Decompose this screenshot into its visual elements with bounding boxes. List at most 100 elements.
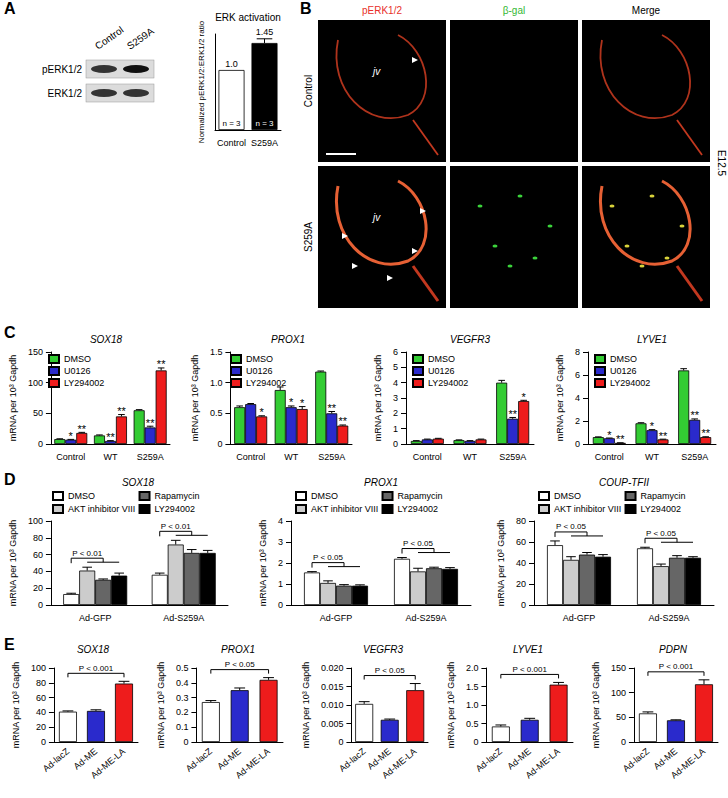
svg-text:20: 20 (33, 583, 43, 593)
svg-text:DMSO: DMSO (428, 354, 455, 364)
svg-text:P < 0.05: P < 0.05 (556, 522, 586, 531)
svg-text:0: 0 (473, 737, 478, 747)
svg-text:Ad-lacZ: Ad-lacZ (621, 746, 652, 774)
svg-text:1: 1 (278, 579, 283, 589)
svg-text:20: 20 (516, 579, 526, 589)
svg-text:40: 40 (36, 707, 46, 717)
svg-text:E12.5: E12.5 (716, 150, 727, 177)
svg-text:P < 0.01: P < 0.01 (72, 549, 102, 558)
svg-text:β-gal: β-gal (503, 5, 525, 16)
svg-text:LY294002: LY294002 (155, 504, 195, 514)
svg-text:Control: Control (217, 138, 246, 148)
svg-text:4: 4 (575, 393, 580, 403)
svg-text:LY294002: LY294002 (610, 378, 650, 388)
svg-text:**: ** (146, 417, 155, 429)
svg-text:**: ** (157, 358, 166, 370)
svg-text:50: 50 (616, 712, 626, 722)
svg-text:**: ** (327, 402, 336, 414)
svg-text:U0126: U0126 (246, 366, 273, 376)
svg-text:P < 0.001: P < 0.001 (79, 664, 114, 673)
svg-text:mRNA per 10³ Gapdh: mRNA per 10³ Gapdh (446, 662, 456, 749)
svg-text:80: 80 (36, 678, 46, 688)
svg-text:8: 8 (575, 347, 580, 357)
svg-text:*: * (522, 391, 527, 403)
svg-text:80: 80 (516, 516, 526, 526)
svg-text:SOX18: SOX18 (90, 334, 123, 345)
svg-text:mRNA per 10³ Gapdh: mRNA per 10³ Gapdh (373, 355, 383, 442)
svg-text:jv: jv (371, 212, 381, 223)
svg-text:DMSO: DMSO (311, 491, 338, 501)
svg-text:Ad-S259A: Ad-S259A (405, 613, 446, 623)
svg-text:6: 6 (393, 347, 398, 357)
svg-text:Ad-ME-LA: Ad-ME-LA (234, 746, 272, 780)
svg-text:**: ** (659, 430, 668, 442)
svg-text:AKT inhibitor VIII: AKT inhibitor VIII (554, 504, 621, 514)
svg-text:Ad-GFP: Ad-GFP (79, 613, 112, 623)
svg-text:Rapamycin: Rapamycin (398, 491, 443, 501)
svg-text:**: ** (701, 427, 710, 439)
svg-text:PDPN: PDPN (659, 644, 688, 655)
svg-text:S259A: S259A (137, 452, 164, 462)
svg-text:mRNA per 10³ Gapdh: mRNA per 10³ Gapdh (496, 520, 506, 607)
svg-text:0.5: 0.5 (210, 408, 223, 418)
svg-text:Rapamycin: Rapamycin (641, 491, 686, 501)
svg-text:*: * (289, 396, 294, 408)
svg-text:80: 80 (33, 533, 43, 543)
svg-text:P < 0.01: P < 0.01 (161, 522, 191, 531)
svg-text:2: 2 (278, 558, 283, 568)
svg-text:Ad-lacZ: Ad-lacZ (184, 746, 215, 774)
svg-text:2: 2 (393, 408, 398, 418)
svg-text:0.1: 0.1 (176, 722, 189, 732)
svg-text:*: * (650, 420, 655, 432)
svg-text:mRNA per 10³ Gapdh: mRNA per 10³ Gapdh (301, 662, 311, 749)
svg-text:S259A: S259A (681, 452, 708, 462)
svg-text:**: ** (106, 431, 115, 443)
svg-text:S259A: S259A (125, 25, 156, 51)
svg-text:*: * (607, 429, 612, 441)
svg-text:Ad-ME-LA: Ad-ME-LA (89, 746, 127, 780)
svg-text:n = 3: n = 3 (222, 119, 241, 128)
svg-text:4: 4 (278, 516, 283, 526)
svg-text:VEGFR3: VEGFR3 (450, 334, 490, 345)
svg-text:S259A: S259A (303, 222, 314, 252)
svg-text:Ad-S259A: Ad-S259A (648, 613, 689, 623)
svg-text:mRNA per 10³ Gapdh: mRNA per 10³ Gapdh (11, 662, 21, 749)
svg-text:DMSO: DMSO (554, 491, 581, 501)
svg-text:0: 0 (575, 439, 580, 449)
svg-text:60: 60 (516, 537, 526, 547)
svg-text:0: 0 (278, 600, 283, 610)
svg-text:P < 0.05: P < 0.05 (313, 553, 343, 562)
svg-text:**: ** (616, 433, 625, 445)
svg-text:S259A: S259A (318, 452, 345, 462)
svg-text:0.4: 0.4 (176, 678, 189, 688)
svg-text:Merge: Merge (632, 5, 661, 16)
svg-text:Ad-ME-LA: Ad-ME-LA (380, 746, 418, 780)
svg-text:0: 0 (183, 737, 188, 747)
svg-text:LYVE1: LYVE1 (513, 644, 543, 655)
svg-text:0.2: 0.2 (176, 707, 189, 717)
svg-text:LY294002: LY294002 (641, 504, 681, 514)
svg-text:LY294002: LY294002 (398, 504, 438, 514)
svg-text:0: 0 (38, 439, 43, 449)
svg-text:Control: Control (56, 452, 85, 462)
svg-text:2.0: 2.0 (466, 663, 479, 673)
svg-text:Ad-GFP: Ad-GFP (320, 613, 353, 623)
svg-text:LYVE1: LYVE1 (637, 334, 667, 345)
svg-text:mRNA per 10³ Gapdh: mRNA per 10³ Gapdh (156, 662, 166, 749)
svg-text:PROX1: PROX1 (221, 644, 255, 655)
svg-text:U0126: U0126 (64, 366, 91, 376)
svg-text:100: 100 (28, 378, 43, 388)
svg-text:**: ** (338, 415, 347, 427)
svg-text:0.020: 0.020 (321, 663, 344, 673)
svg-text:AKT inhibitor VIII: AKT inhibitor VIII (311, 504, 378, 514)
svg-text:ERK activation: ERK activation (215, 12, 281, 23)
svg-text:20: 20 (36, 722, 46, 732)
svg-text:LY294002: LY294002 (428, 378, 468, 388)
svg-text:2: 2 (575, 416, 580, 426)
svg-text:n = 3: n = 3 (255, 119, 274, 128)
svg-text:0.005: 0.005 (321, 719, 344, 729)
svg-text:Control: Control (93, 24, 126, 52)
svg-text:pERK1/2: pERK1/2 (362, 5, 402, 16)
svg-text:150: 150 (611, 663, 626, 673)
svg-text:*: * (300, 397, 305, 409)
